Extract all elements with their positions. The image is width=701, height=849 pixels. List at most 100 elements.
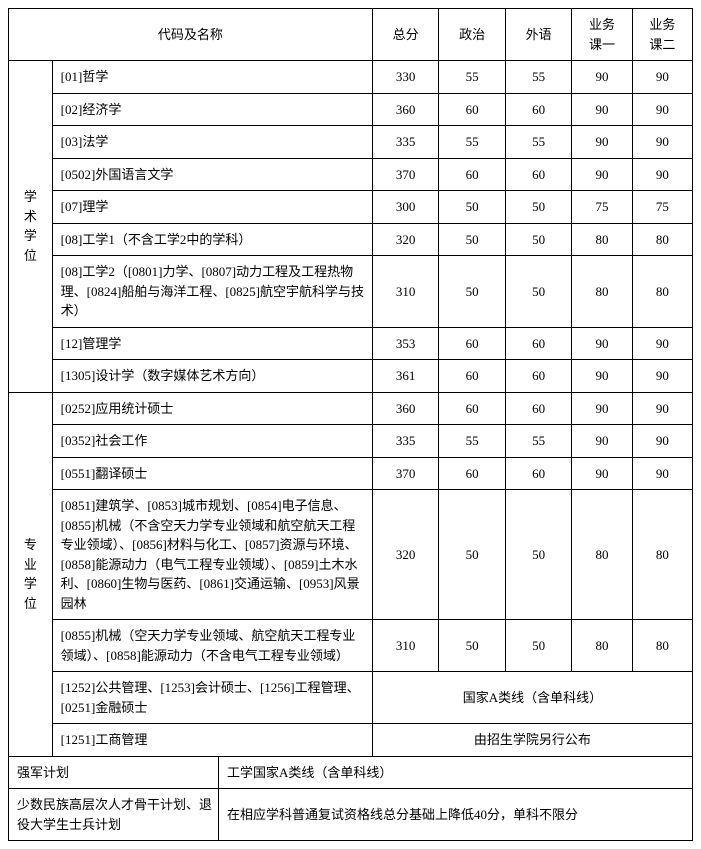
score-cell: 335 bbox=[372, 425, 439, 458]
score-cell: 80 bbox=[632, 490, 692, 620]
score-cell: 90 bbox=[632, 327, 692, 360]
score-cell: 90 bbox=[632, 457, 692, 490]
score-cell: 90 bbox=[632, 392, 692, 425]
score-cell: 80 bbox=[632, 256, 692, 328]
score-table: 代码及名称总分政治外语业务课一业务课二学 术 学 位[01]哲学33055559… bbox=[8, 8, 693, 841]
score-cell: 75 bbox=[632, 191, 692, 224]
row-name: [08]工学2（[0801]力学、[0807]动力工程及工程热物理、[0824]… bbox=[52, 256, 372, 328]
score-cell: 50 bbox=[505, 256, 572, 328]
score-cell: 80 bbox=[632, 223, 692, 256]
row-name: [1251]工商管理 bbox=[52, 724, 372, 757]
score-cell: 60 bbox=[439, 327, 506, 360]
score-cell: 50 bbox=[505, 620, 572, 672]
score-cell: 60 bbox=[505, 360, 572, 393]
score-cell: 310 bbox=[372, 256, 439, 328]
score-cell: 50 bbox=[439, 620, 506, 672]
row-name: [0855]机械（空天力学专业领域、航空航天工程专业领域）、[0858]能源动力… bbox=[52, 620, 372, 672]
score-cell: 310 bbox=[372, 620, 439, 672]
score-cell: 60 bbox=[505, 158, 572, 191]
row-name: [0851]建筑学、[0853]城市规划、[0854]电子信息、[0855]机械… bbox=[52, 490, 372, 620]
score-cell: 50 bbox=[439, 256, 506, 328]
header-course1: 业务课一 bbox=[572, 9, 632, 61]
score-cell: 55 bbox=[439, 61, 506, 94]
row-name: [0352]社会工作 bbox=[52, 425, 372, 458]
score-cell: 55 bbox=[505, 126, 572, 159]
footer-label: 少数民族高层次人才骨干计划、退役大学生士兵计划 bbox=[9, 789, 219, 841]
score-cell: 80 bbox=[572, 620, 632, 672]
score-cell: 80 bbox=[572, 223, 632, 256]
header-code-name: 代码及名称 bbox=[9, 9, 373, 61]
row-name: [03]法学 bbox=[52, 126, 372, 159]
score-cell: 50 bbox=[505, 490, 572, 620]
score-cell: 90 bbox=[572, 360, 632, 393]
score-cell: 60 bbox=[505, 93, 572, 126]
category-academic: 学 术 学 位 bbox=[9, 61, 53, 393]
score-cell: 360 bbox=[372, 93, 439, 126]
score-cell: 50 bbox=[505, 223, 572, 256]
score-cell: 335 bbox=[372, 126, 439, 159]
row-name: [1252]公共管理、[1253]会计硕士、[1256]工程管理、[0251]金… bbox=[52, 672, 372, 724]
score-cell: 80 bbox=[572, 256, 632, 328]
score-cell: 90 bbox=[572, 158, 632, 191]
score-cell: 370 bbox=[372, 457, 439, 490]
score-cell: 353 bbox=[372, 327, 439, 360]
row-name: [1305]设计学（数字媒体艺术方向） bbox=[52, 360, 372, 393]
footer-note: 工学国家A类线（含单科线） bbox=[218, 756, 692, 789]
score-cell: 361 bbox=[372, 360, 439, 393]
score-cell: 90 bbox=[632, 126, 692, 159]
score-cell: 370 bbox=[372, 158, 439, 191]
row-name: [0502]外国语言文学 bbox=[52, 158, 372, 191]
score-cell: 300 bbox=[372, 191, 439, 224]
score-cell: 55 bbox=[505, 425, 572, 458]
score-cell: 90 bbox=[572, 457, 632, 490]
score-cell: 50 bbox=[439, 223, 506, 256]
score-cell: 50 bbox=[505, 191, 572, 224]
score-cell: 90 bbox=[572, 61, 632, 94]
score-cell: 360 bbox=[372, 392, 439, 425]
score-cell: 60 bbox=[505, 457, 572, 490]
score-cell: 320 bbox=[372, 490, 439, 620]
score-cell: 75 bbox=[572, 191, 632, 224]
score-cell: 50 bbox=[439, 191, 506, 224]
score-cell: 55 bbox=[439, 126, 506, 159]
score-cell: 90 bbox=[632, 61, 692, 94]
row-name: [12]管理学 bbox=[52, 327, 372, 360]
row-name: [07]理学 bbox=[52, 191, 372, 224]
footer-note: 在相应学科普通复试资格线总分基础上降低40分，单科不限分 bbox=[218, 789, 692, 841]
category-professional: 专 业 学 位 bbox=[9, 392, 53, 756]
score-cell: 80 bbox=[572, 490, 632, 620]
score-cell: 60 bbox=[439, 93, 506, 126]
score-cell: 60 bbox=[439, 158, 506, 191]
row-name: [02]经济学 bbox=[52, 93, 372, 126]
score-cell: 330 bbox=[372, 61, 439, 94]
score-cell: 90 bbox=[572, 392, 632, 425]
score-cell: 60 bbox=[439, 392, 506, 425]
score-cell: 90 bbox=[572, 126, 632, 159]
header-foreign: 外语 bbox=[505, 9, 572, 61]
row-note: 由招生学院另行公布 bbox=[372, 724, 692, 757]
score-cell: 320 bbox=[372, 223, 439, 256]
score-cell: 90 bbox=[632, 360, 692, 393]
score-cell: 50 bbox=[439, 490, 506, 620]
row-name: [0551]翻译硕士 bbox=[52, 457, 372, 490]
score-cell: 80 bbox=[632, 620, 692, 672]
score-cell: 60 bbox=[505, 327, 572, 360]
score-cell: 90 bbox=[572, 93, 632, 126]
score-cell: 60 bbox=[439, 457, 506, 490]
score-cell: 60 bbox=[439, 360, 506, 393]
header-course2: 业务课二 bbox=[632, 9, 692, 61]
footer-label: 强军计划 bbox=[9, 756, 219, 789]
score-cell: 55 bbox=[505, 61, 572, 94]
score-cell: 90 bbox=[632, 158, 692, 191]
row-name: [01]哲学 bbox=[52, 61, 372, 94]
score-cell: 60 bbox=[505, 392, 572, 425]
row-name: [0252]应用统计硕士 bbox=[52, 392, 372, 425]
row-name: [08]工学1（不含工学2中的学科） bbox=[52, 223, 372, 256]
score-cell: 90 bbox=[572, 327, 632, 360]
row-note: 国家A类线（含单科线） bbox=[372, 672, 692, 724]
header-total: 总分 bbox=[372, 9, 439, 61]
score-cell: 90 bbox=[632, 93, 692, 126]
header-politics: 政治 bbox=[439, 9, 506, 61]
score-cell: 90 bbox=[572, 425, 632, 458]
score-cell: 55 bbox=[439, 425, 506, 458]
